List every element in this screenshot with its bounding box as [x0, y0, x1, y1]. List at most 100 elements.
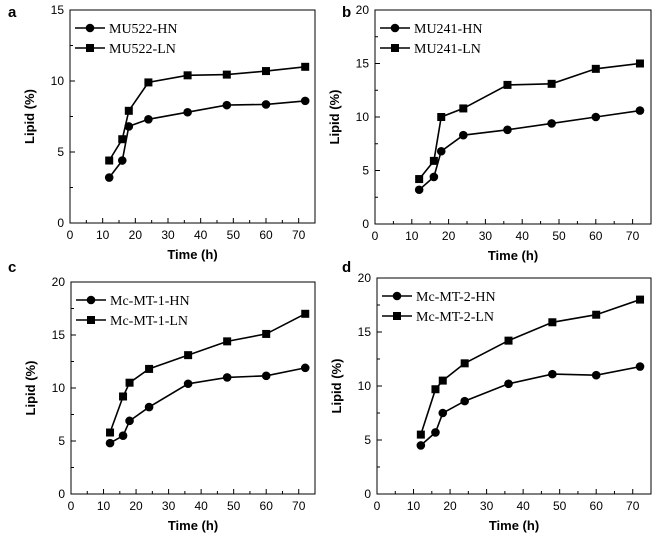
data-point: [125, 378, 134, 387]
legend-entry: MU241-LN: [380, 42, 481, 57]
x-tick-label: 50: [227, 228, 241, 242]
x-axis-title: Time (h): [168, 518, 218, 533]
x-tick-label: 40: [516, 499, 530, 513]
y-tick-label: 0: [57, 216, 64, 230]
data-point: [416, 430, 425, 439]
series-line: [418, 62, 641, 180]
data-point: [635, 106, 645, 115]
series-Mc-MT-2-HN: [416, 362, 645, 450]
y-tick-label: 15: [358, 325, 372, 339]
data-point: [548, 318, 557, 327]
data-point: [183, 379, 193, 389]
data-point: [431, 428, 440, 437]
x-axis-title: Time (h): [488, 248, 538, 263]
x-tick-label: 0: [67, 228, 74, 242]
series-Mc-MT-1-HN: [105, 363, 310, 448]
data-point: [415, 175, 424, 184]
y-tick-label: 20: [358, 271, 372, 285]
data-point: [124, 122, 134, 131]
x-tick-label: 10: [407, 499, 421, 513]
x-tick-label: 50: [553, 499, 567, 513]
data-point: [183, 71, 192, 80]
legend-marker: [85, 23, 95, 33]
series-Mc-MT-2-LN: [416, 295, 645, 439]
data-point: [548, 369, 557, 379]
data-point: [300, 96, 310, 106]
series-Mc-MT-1-LN: [106, 309, 310, 437]
x-tick-label: 20: [129, 499, 143, 513]
data-point: [438, 376, 447, 385]
x-tick-label: 30: [161, 228, 175, 242]
y-tick-label: 5: [58, 434, 65, 448]
series-line: [418, 109, 641, 191]
panel-c: c 0 10 20 30 40 50 60 70 0 5 10 15 20 Time (h) Lipid (%…: [8, 259, 316, 533]
data-point: [459, 104, 468, 113]
series-line: [420, 365, 641, 446]
x-axis-title: Time (h): [167, 247, 217, 262]
legend-entry: Mc-MT-2-LN: [382, 310, 494, 325]
data-point: [436, 146, 446, 156]
data-point: [144, 402, 154, 412]
x-tick-label: 0: [372, 229, 379, 243]
x-tick-label: 40: [516, 229, 530, 243]
series-MU522-HN: [104, 96, 310, 182]
legend-entry: MU241-HN: [380, 22, 482, 37]
data-point: [184, 351, 193, 360]
data-point: [301, 62, 310, 71]
data-point: [460, 396, 469, 406]
data-point: [119, 392, 128, 401]
data-point: [591, 64, 600, 73]
legend-marker: [393, 312, 401, 320]
x-tick-label: 70: [292, 228, 306, 242]
data-point: [301, 309, 310, 318]
data-point: [223, 337, 232, 346]
data-point: [117, 156, 127, 165]
y-axis-title: Lipid (%): [329, 359, 344, 414]
x-tick-label: 30: [479, 229, 493, 243]
data-point: [262, 67, 270, 76]
x-tick-label: 10: [96, 228, 110, 242]
data-point: [503, 80, 512, 89]
x-tick-label: 60: [590, 499, 604, 513]
data-point: [261, 100, 271, 109]
legend-label: Mc-MT-2-HN: [416, 290, 496, 305]
x-tick-label: 70: [292, 499, 306, 513]
data-point: [261, 371, 271, 381]
panel-a: a 0 10 20 30 40 50 60 70 0 5 10 15 Time (h) Lipid (%) M…: [8, 3, 316, 262]
legend-marker: [87, 316, 95, 324]
y-tick-label: 5: [362, 164, 369, 178]
x-tick-label: 40: [194, 228, 208, 242]
data-point: [118, 135, 127, 144]
panel-d: d 0 10 20 30 40 50 60 70 0 5 10 15 20 Time (h) Lipid (%…: [329, 259, 652, 533]
y-tick-label: 0: [364, 487, 371, 501]
legend-marker: [86, 44, 94, 52]
y-tick-label: 10: [52, 381, 66, 395]
legend-label: Mc-MT-1-HN: [110, 294, 190, 309]
legend-label: MU522-HN: [109, 22, 177, 37]
x-tick-label: 30: [162, 499, 176, 513]
data-point: [635, 362, 645, 371]
data-point: [144, 78, 153, 87]
y-axis-title: Lipid (%): [23, 361, 38, 416]
data-point: [547, 119, 556, 128]
y-tick-label: 10: [356, 110, 370, 124]
data-point: [300, 363, 310, 373]
y-tick-label: 0: [58, 487, 65, 501]
legend-marker: [391, 44, 399, 52]
x-tick-label: 0: [374, 499, 381, 513]
data-point: [105, 438, 115, 448]
y-tick-label: 15: [51, 3, 65, 17]
y-tick-label: 20: [356, 3, 370, 17]
panel-letter: b: [342, 4, 351, 21]
data-point: [125, 416, 134, 426]
series-line: [108, 66, 306, 161]
data-point: [592, 310, 601, 319]
legend-entry: MU522-LN: [75, 42, 176, 57]
data-point: [459, 130, 468, 140]
legend-label: MU241-LN: [414, 42, 481, 57]
y-axis-title: Lipid (%): [22, 89, 37, 144]
y-tick-label: 15: [52, 328, 66, 342]
legend-label: MU522-LN: [109, 42, 176, 57]
legend-entry: Mc-MT-1-HN: [76, 294, 190, 309]
